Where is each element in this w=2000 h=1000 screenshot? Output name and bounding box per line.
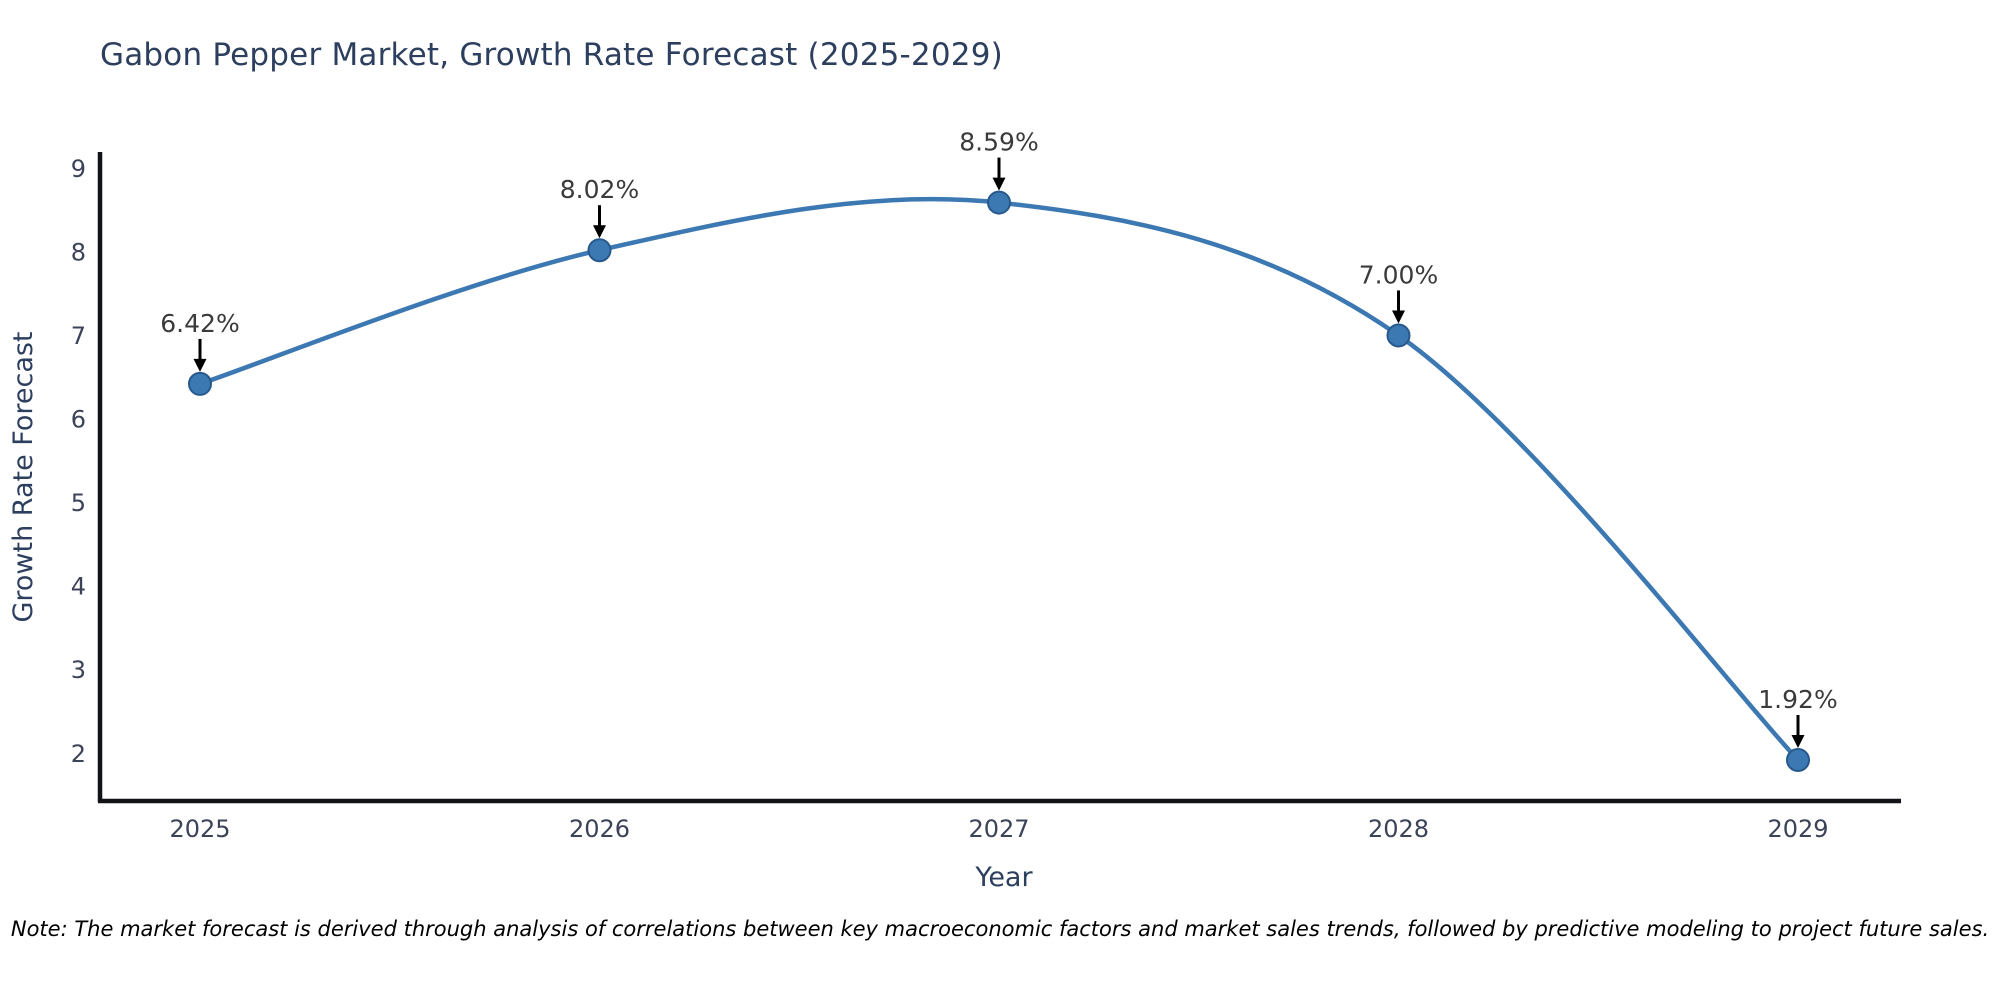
point-label: 8.02%	[560, 175, 639, 204]
y-axis-title: Growth Rate Forecast	[8, 331, 39, 622]
y-tick-label: 4	[71, 573, 86, 601]
y-tick-label: 2	[71, 740, 86, 768]
y-tick-label: 8	[71, 238, 86, 266]
x-axis-title: Year	[974, 862, 1033, 893]
data-point-marker[interactable]	[1386, 323, 1411, 348]
point-arrow-head	[1392, 310, 1405, 324]
y-tick-label: 9	[71, 155, 86, 183]
data-point-marker[interactable]	[1786, 747, 1810, 772]
x-tick-label: 2027	[968, 815, 1029, 843]
point-arrow-head	[1791, 734, 1805, 748]
plot-area: 2 3 4 5 6 7 8 9 2025 2026 2027 2028 2029 6.42% 8.02% 8.…	[71, 128, 1901, 843]
footnote: Note: The market forecast is derived thr…	[10, 917, 1990, 941]
point-label: 1.92%	[1758, 685, 1837, 714]
point-arrow-head	[992, 177, 1006, 191]
point-arrow-head	[593, 225, 606, 239]
point-label: 6.42%	[160, 309, 239, 338]
y-tick-label: 7	[71, 322, 86, 350]
data-point-marker[interactable]	[587, 238, 612, 263]
data-point-marker[interactable]	[188, 371, 212, 396]
y-tick-label: 5	[71, 489, 86, 517]
x-tick-label: 2026	[569, 815, 630, 843]
x-tick-label: 2028	[1368, 815, 1429, 843]
y-tick-label: 6	[71, 406, 86, 434]
x-tick-label: 2029	[1767, 815, 1828, 843]
chart-title: Gabon Pepper Market, Growth Rate Forecas…	[100, 37, 1003, 73]
point-label: 8.59%	[959, 128, 1038, 157]
series-line	[197, 196, 1801, 763]
point-arrow-head	[193, 358, 207, 372]
y-tick-label: 3	[71, 656, 86, 684]
data-point-marker[interactable]	[987, 190, 1011, 215]
x-tick-label: 2025	[169, 815, 230, 843]
point-label: 7.00%	[1359, 260, 1438, 289]
